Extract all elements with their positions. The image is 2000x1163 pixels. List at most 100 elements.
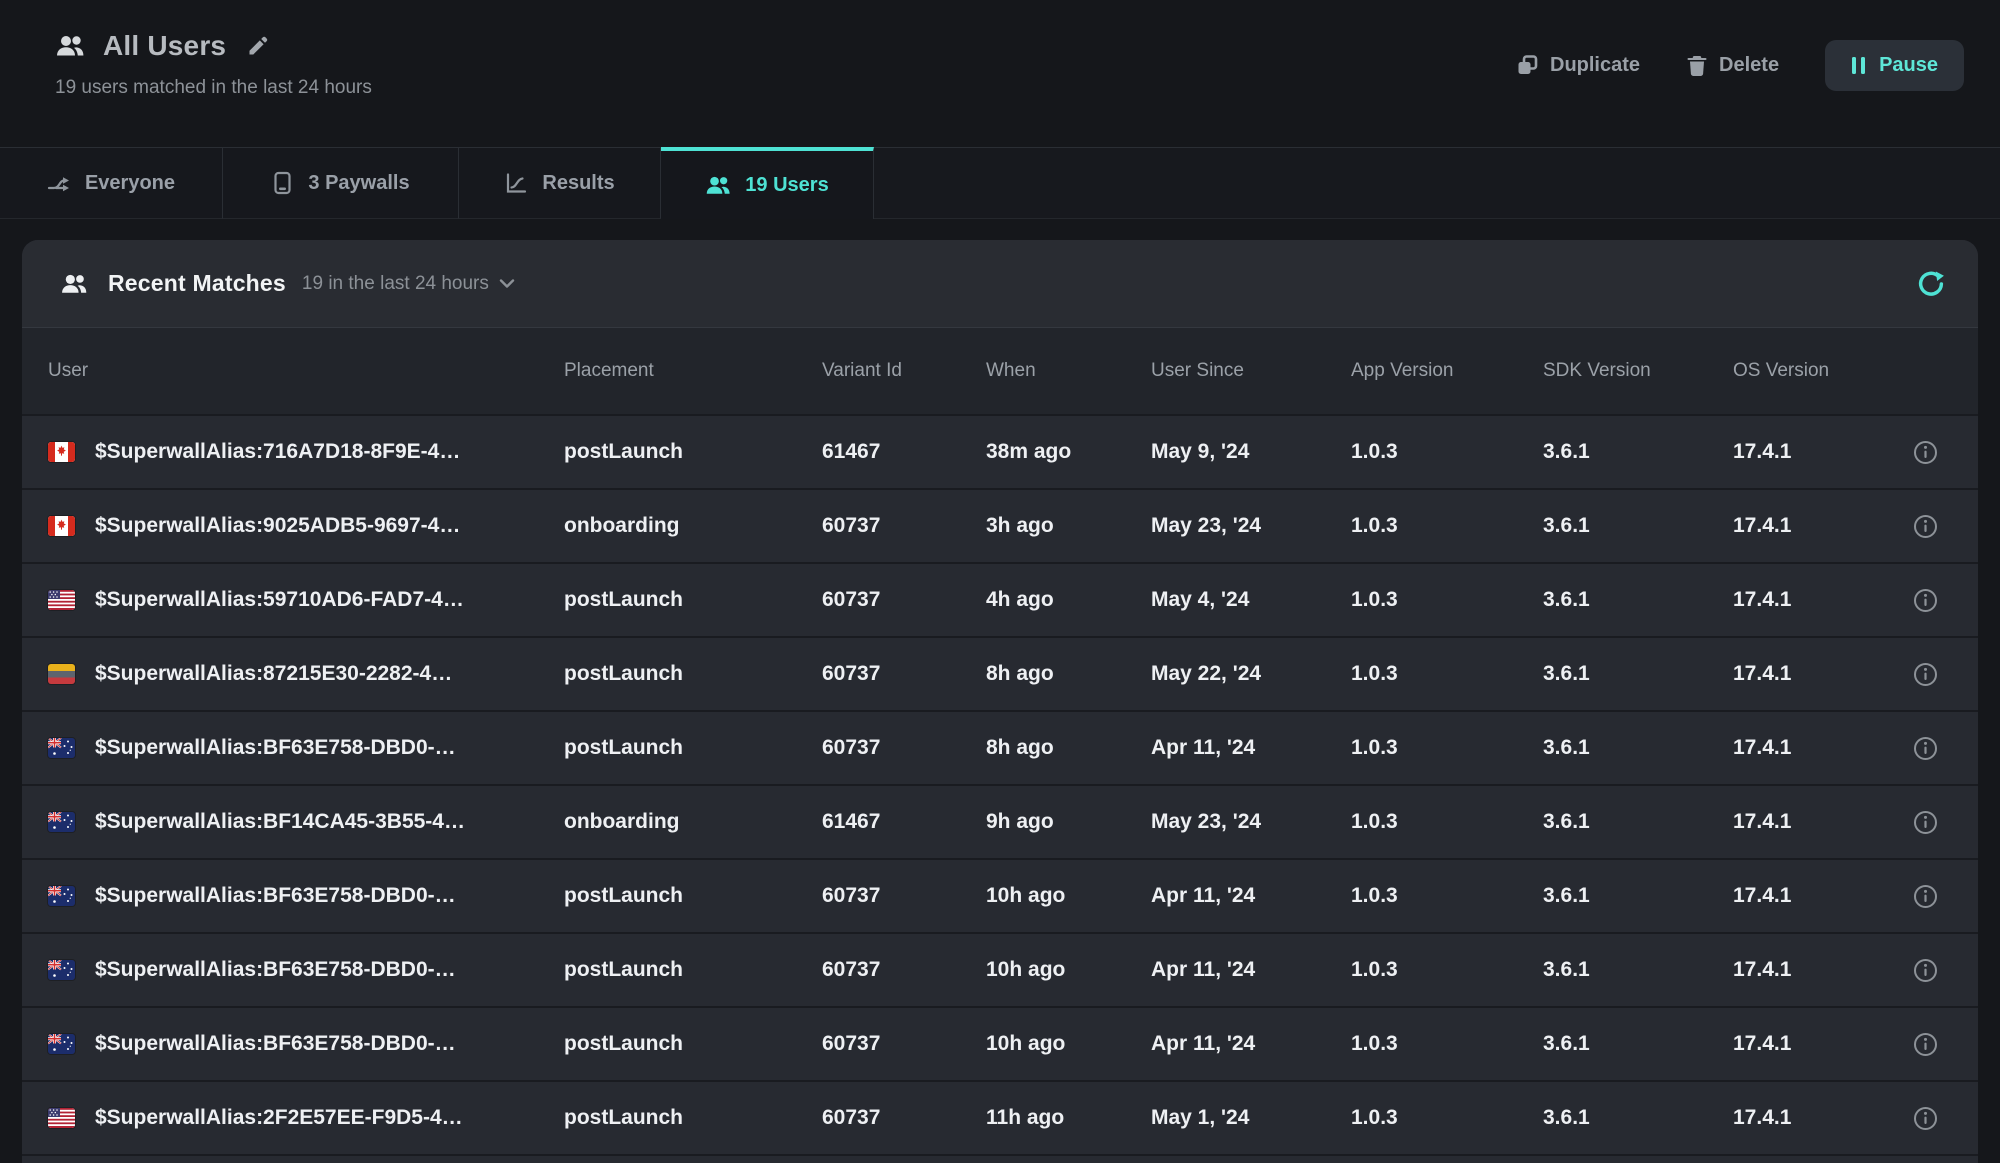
table-row[interactable]: $SuperwallAlias:BF63E758-DBD0-… postLaunc… <box>22 932 1978 1006</box>
table-row[interactable]: $SuperwallAlias:9025ADB5-9697-4… onboardi… <box>22 488 1978 562</box>
placement-cell: postLaunch <box>564 588 683 611</box>
info-cell <box>1898 957 1952 984</box>
tab-paywalls[interactable]: 3 Paywalls <box>223 147 459 219</box>
table-row[interactable]: $SuperwallAlias:2F2E57EE-F9D5-4… postLaun… <box>22 1080 1978 1154</box>
sdk-version-cell: 3.6.1 <box>1543 662 1590 685</box>
info-icon[interactable] <box>1912 513 1939 540</box>
os-version-cell: 17.4.1 <box>1733 884 1792 907</box>
users-icon <box>60 273 88 295</box>
table-row[interactable]: $SuperwallAlias:59710AD6-FAD7-4… postLaun… <box>22 562 1978 636</box>
sdk-version-cell: 3.6.1 <box>1543 588 1590 611</box>
user-cell: $SuperwallAlias:2F2E57EE-F9D5-4… <box>48 1106 564 1130</box>
when-cell: 4h ago <box>986 588 1054 611</box>
info-icon[interactable] <box>1912 661 1939 688</box>
app-version-cell: 1.0.3 <box>1351 884 1398 907</box>
variant-id-cell: 61467 <box>822 440 881 463</box>
flag-au-icon <box>48 812 75 832</box>
table-row[interactable]: $SuperwallAlias:716A7D18-8F9E-4… postLaun… <box>22 414 1978 488</box>
user-cell: $SuperwallAlias:BF63E758-DBD0-… <box>48 736 564 760</box>
when-cell: 38m ago <box>986 440 1072 463</box>
users-icon <box>55 34 85 58</box>
when-cell: 8h ago <box>986 662 1054 685</box>
tab-everyone[interactable]: Everyone <box>0 147 223 219</box>
variant-id-cell: 60737 <box>822 588 881 611</box>
app-version-cell: 1.0.3 <box>1351 588 1398 611</box>
app-version-cell: 1.0.3 <box>1351 662 1398 685</box>
sdk-version-cell: 3.6.1 <box>1543 514 1590 537</box>
sdk-version-cell: 3.6.1 <box>1543 1106 1590 1129</box>
column-header-user-since: User Since <box>1151 360 1244 381</box>
tab-label: 19 Users <box>745 173 829 196</box>
when-cell: 10h ago <box>986 1032 1066 1055</box>
edit-pencil-icon[interactable] <box>246 34 270 58</box>
info-icon[interactable] <box>1912 809 1939 836</box>
variant-id-cell: 60737 <box>822 736 881 759</box>
header-actions: Duplicate Delete Pause <box>1516 40 1964 91</box>
info-cell <box>1898 735 1952 762</box>
table-row[interactable]: $SuperwallAlias:BF14CA45-3B55-4… onboardi… <box>22 784 1978 858</box>
os-version-cell: 17.4.1 <box>1733 662 1792 685</box>
flag-au-icon <box>48 886 75 906</box>
refresh-button[interactable] <box>1912 265 1950 303</box>
info-icon[interactable] <box>1912 587 1939 614</box>
flag-au-icon <box>48 960 75 980</box>
info-icon[interactable] <box>1912 735 1939 762</box>
os-version-cell: 17.4.1 <box>1733 958 1792 981</box>
flag-ca-icon <box>48 516 75 536</box>
variant-id-cell: 60737 <box>822 514 881 537</box>
user-cell: $SuperwallAlias:9025ADB5-9697-4… <box>48 514 564 538</box>
user-alias: $SuperwallAlias:BF63E758-DBD0-… <box>95 958 456 981</box>
info-icon[interactable] <box>1912 1031 1939 1058</box>
user-cell: $SuperwallAlias:59710AD6-FAD7-4… <box>48 588 564 612</box>
os-version-cell: 17.4.1 <box>1733 736 1792 759</box>
when-cell: 11h ago <box>986 1106 1065 1129</box>
info-icon[interactable] <box>1912 439 1939 466</box>
recent-matches-panel: Recent Matches 19 in the last 24 hours U… <box>22 240 1978 1163</box>
column-header-variant-id: Variant Id <box>822 360 902 381</box>
info-icon[interactable] <box>1912 883 1939 910</box>
table-row[interactable]: $SuperwallAlias:BF63E758-DBD0-… postLaunc… <box>22 858 1978 932</box>
page-header: All Users 19 users matched in the last 2… <box>0 0 2000 147</box>
sdk-version-cell: 3.6.1 <box>1543 1032 1590 1055</box>
phone-icon <box>271 171 294 195</box>
when-cell: 9h ago <box>986 810 1054 833</box>
user-alias: $SuperwallAlias:BF14CA45-3B55-4… <box>95 810 465 833</box>
user-cell: $SuperwallAlias:BF63E758-DBD0-… <box>48 1032 564 1056</box>
table-row[interactable]: $SuperwallAlias:BF63E758-DBD0-… postLaunc… <box>22 710 1978 784</box>
refresh-icon <box>1916 269 1946 299</box>
user-alias: $SuperwallAlias:BF63E758-DBD0-… <box>95 1032 456 1055</box>
user-since-cell: May 9, '24 <box>1151 440 1250 463</box>
delete-button[interactable]: Delete <box>1686 54 1779 77</box>
app-version-cell: 1.0.3 <box>1351 514 1398 537</box>
user-cell: $SuperwallAlias:716A7D18-8F9E-4… <box>48 440 564 464</box>
tab-results[interactable]: Results <box>459 147 661 219</box>
variant-id-cell: 61467 <box>822 810 881 833</box>
matched-users-subtitle: 19 users matched in the last 24 hours <box>55 77 372 98</box>
os-version-cell: 17.4.1 <box>1733 588 1792 611</box>
flag-au-icon <box>48 1034 75 1054</box>
pause-button[interactable]: Pause <box>1825 40 1964 91</box>
table-row[interactable]: $SuperwallAlias:87215E30-2282-4… postLaun… <box>22 636 1978 710</box>
placement-cell: postLaunch <box>564 736 683 759</box>
user-alias: $SuperwallAlias:BF63E758-DBD0-… <box>95 884 456 907</box>
table-row[interactable]: $SuperwallAlias:BF63E758-DBD0-… postLaunc… <box>22 1006 1978 1080</box>
pause-icon <box>1851 56 1866 75</box>
os-version-cell: 17.4.1 <box>1733 514 1792 537</box>
app-version-cell: 1.0.3 <box>1351 1032 1398 1055</box>
chevron-down-icon <box>499 278 515 289</box>
tab-19-users[interactable]: 19 Users <box>661 147 874 219</box>
row-divider <box>22 1154 1978 1156</box>
time-range-dropdown[interactable]: 19 in the last 24 hours <box>302 273 515 295</box>
info-icon[interactable] <box>1912 957 1939 984</box>
when-cell: 8h ago <box>986 736 1054 759</box>
info-cell <box>1898 883 1952 910</box>
sdk-version-cell: 3.6.1 <box>1543 736 1590 759</box>
column-header-os-version: OS Version <box>1733 360 1830 381</box>
sdk-version-cell: 3.6.1 <box>1543 884 1590 907</box>
info-icon[interactable] <box>1912 1105 1939 1132</box>
column-header-app-version: App Version <box>1351 360 1454 381</box>
app-version-cell: 1.0.3 <box>1351 440 1398 463</box>
flag-au-icon <box>48 738 75 758</box>
duplicate-button[interactable]: Duplicate <box>1516 54 1640 77</box>
page-title: All Users <box>103 30 227 61</box>
